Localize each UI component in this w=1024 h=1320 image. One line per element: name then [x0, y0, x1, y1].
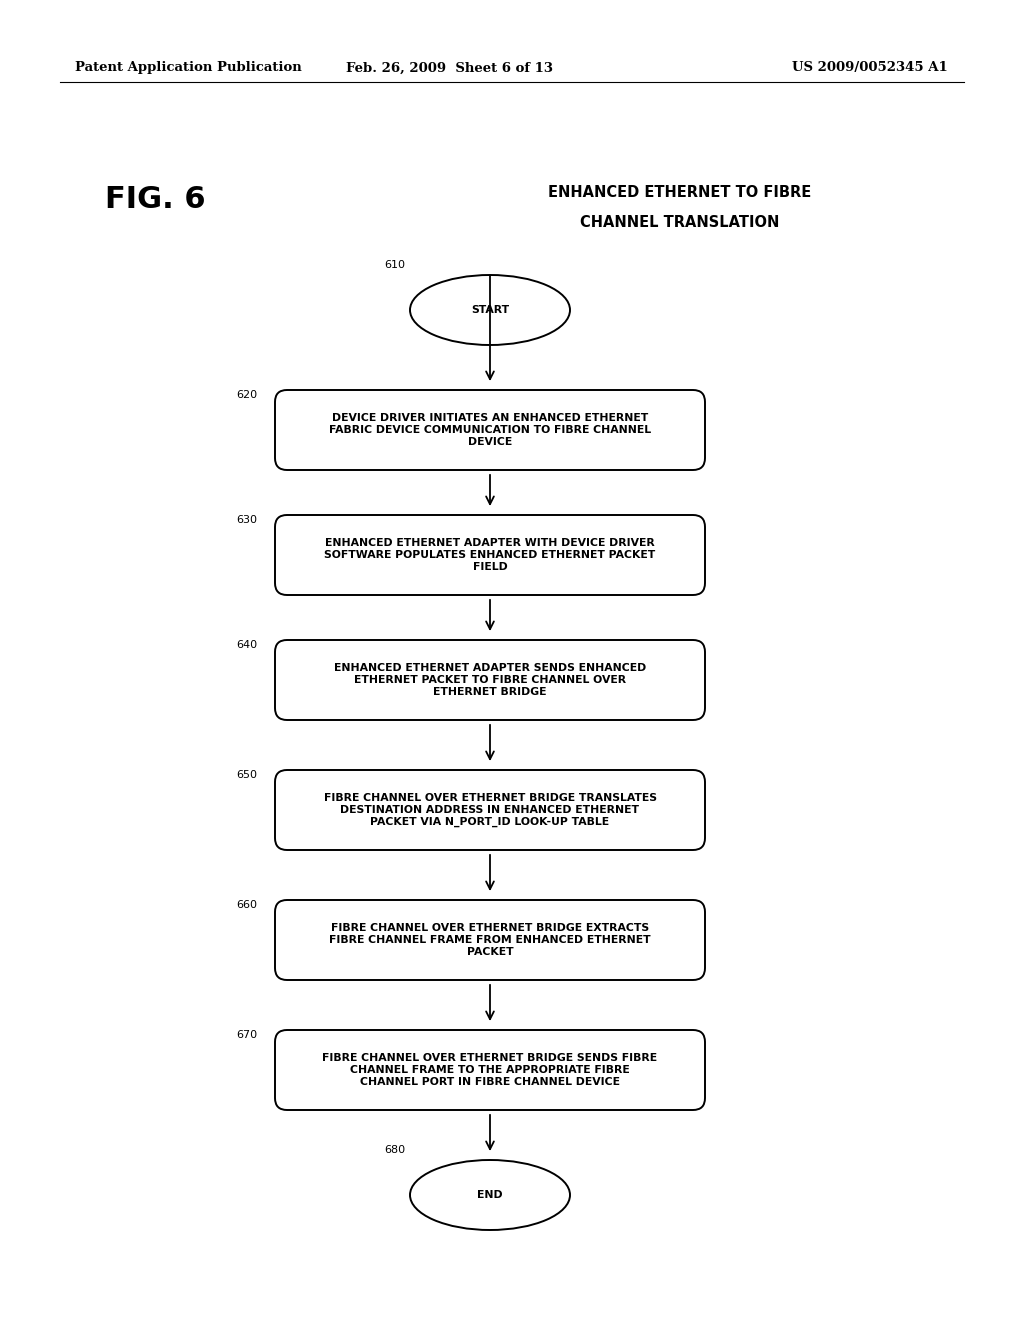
Text: US 2009/0052345 A1: US 2009/0052345 A1 — [793, 62, 948, 74]
Text: FIBRE CHANNEL OVER ETHERNET BRIDGE TRANSLATES
DESTINATION ADDRESS IN ENHANCED ET: FIBRE CHANNEL OVER ETHERNET BRIDGE TRANS… — [324, 793, 656, 826]
Text: 680: 680 — [384, 1144, 406, 1155]
Text: 660: 660 — [236, 900, 257, 909]
Text: ENHANCED ETHERNET ADAPTER SENDS ENHANCED
ETHERNET PACKET TO FIBRE CHANNEL OVER
E: ENHANCED ETHERNET ADAPTER SENDS ENHANCED… — [334, 664, 646, 697]
FancyBboxPatch shape — [275, 770, 705, 850]
Ellipse shape — [410, 275, 570, 345]
Text: 640: 640 — [236, 640, 257, 649]
Text: FIG. 6: FIG. 6 — [105, 185, 206, 214]
Text: CHANNEL TRANSLATION: CHANNEL TRANSLATION — [581, 215, 779, 230]
Text: 630: 630 — [236, 515, 257, 525]
FancyBboxPatch shape — [275, 640, 705, 719]
FancyBboxPatch shape — [275, 1030, 705, 1110]
FancyBboxPatch shape — [275, 389, 705, 470]
Text: FIBRE CHANNEL OVER ETHERNET BRIDGE EXTRACTS
FIBRE CHANNEL FRAME FROM ENHANCED ET: FIBRE CHANNEL OVER ETHERNET BRIDGE EXTRA… — [329, 924, 651, 957]
Ellipse shape — [410, 1160, 570, 1230]
Text: 610: 610 — [384, 260, 406, 271]
FancyBboxPatch shape — [275, 900, 705, 979]
Text: ENHANCED ETHERNET ADAPTER WITH DEVICE DRIVER
SOFTWARE POPULATES ENHANCED ETHERNE: ENHANCED ETHERNET ADAPTER WITH DEVICE DR… — [325, 539, 655, 572]
Text: 620: 620 — [236, 389, 257, 400]
FancyBboxPatch shape — [275, 515, 705, 595]
Text: DEVICE DRIVER INITIATES AN ENHANCED ETHERNET
FABRIC DEVICE COMMUNICATION TO FIBR: DEVICE DRIVER INITIATES AN ENHANCED ETHE… — [329, 413, 651, 446]
Text: 650: 650 — [236, 770, 257, 780]
Text: FIBRE CHANNEL OVER ETHERNET BRIDGE SENDS FIBRE
CHANNEL FRAME TO THE APPROPRIATE : FIBRE CHANNEL OVER ETHERNET BRIDGE SENDS… — [323, 1053, 657, 1086]
Text: END: END — [477, 1191, 503, 1200]
Text: START: START — [471, 305, 509, 315]
Text: ENHANCED ETHERNET TO FIBRE: ENHANCED ETHERNET TO FIBRE — [549, 185, 812, 201]
Text: Feb. 26, 2009  Sheet 6 of 13: Feb. 26, 2009 Sheet 6 of 13 — [346, 62, 554, 74]
Text: 670: 670 — [236, 1030, 257, 1040]
Text: Patent Application Publication: Patent Application Publication — [75, 62, 302, 74]
